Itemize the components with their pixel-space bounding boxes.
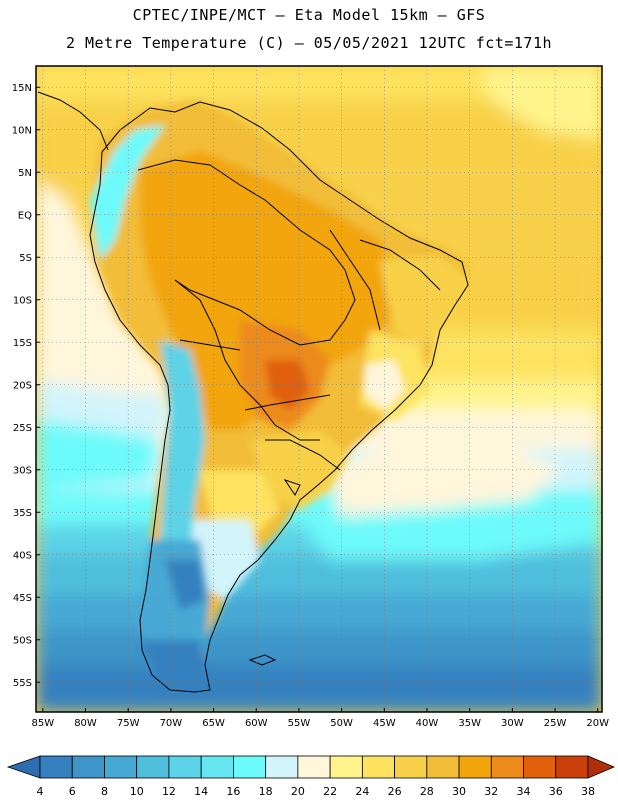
lon-label: 55W bbox=[288, 718, 311, 729]
lon-label: 40W bbox=[416, 718, 439, 729]
lon-label: 35W bbox=[458, 718, 481, 729]
colorbar-swatch bbox=[168, 755, 202, 779]
colorbar-swatch bbox=[297, 755, 331, 779]
colorbar-under-arrow bbox=[6, 755, 41, 779]
lat-label: 55S bbox=[13, 678, 32, 689]
colorbar-label: 32 bbox=[484, 785, 498, 798]
colorbar-swatch bbox=[136, 755, 170, 779]
lon-label: 80W bbox=[74, 718, 97, 729]
lat-label: 10N bbox=[12, 125, 32, 136]
colorbar-swatch bbox=[329, 755, 363, 779]
colorbar-label: 12 bbox=[162, 785, 176, 798]
colorbar-over-arrow bbox=[587, 755, 616, 779]
colorbar-label: 18 bbox=[259, 785, 273, 798]
colorbar-label: 26 bbox=[388, 785, 402, 798]
colorbar-swatch bbox=[233, 755, 267, 779]
lat-label: 45S bbox=[13, 593, 32, 604]
colorbar-swatch bbox=[71, 755, 105, 779]
colorbar-label: 14 bbox=[194, 785, 208, 798]
lon-label: 50W bbox=[330, 718, 353, 729]
lat-label: 20S bbox=[13, 380, 32, 391]
lat-label: 15N bbox=[12, 83, 32, 94]
lon-label: 65W bbox=[202, 718, 225, 729]
lon-label: 30W bbox=[501, 718, 524, 729]
coastline-borders bbox=[37, 91, 469, 693]
lon-label: 75W bbox=[117, 718, 140, 729]
lon-label: 60W bbox=[245, 718, 268, 729]
colorbar-swatch bbox=[361, 755, 395, 779]
colorbar-swatch bbox=[555, 755, 589, 779]
lat-label: 5N bbox=[18, 168, 32, 179]
map-title-line2: 2 Metre Temperature (C) – 05/05/2021 12U… bbox=[65, 34, 553, 52]
map-frame bbox=[35, 65, 603, 713]
lat-label: EQ bbox=[18, 210, 32, 221]
colorbar-label: 34 bbox=[517, 785, 531, 798]
colorbar-label: 38 bbox=[581, 785, 595, 798]
colorbar-label: 22 bbox=[323, 785, 337, 798]
lat-label: 25S bbox=[13, 423, 32, 434]
map-title-line1: CPTEC/INPE/MCT – Eta Model 15km – GFS bbox=[132, 6, 486, 24]
colorbar: 4 6 8 10 12 14 16 18 20 22 24 26 28 30 32 34 36 38 bbox=[6, 755, 616, 798]
colorbar-label: 4 bbox=[37, 785, 44, 798]
colorbar-label: 10 bbox=[130, 785, 144, 798]
colorbar-swatch bbox=[426, 755, 460, 779]
colorbar-label: 30 bbox=[452, 785, 466, 798]
lon-label: 20W bbox=[586, 718, 609, 729]
lat-label: 15S bbox=[13, 338, 32, 349]
colorbar-swatch bbox=[458, 755, 492, 779]
colorbar-swatch bbox=[39, 755, 73, 779]
temperature-field bbox=[36, 66, 602, 712]
colorbar-swatch bbox=[265, 755, 299, 779]
lat-label: 35S bbox=[13, 508, 32, 519]
lat-label: 30S bbox=[13, 465, 32, 476]
lon-label: 85W bbox=[32, 718, 55, 729]
lon-label: 70W bbox=[160, 718, 183, 729]
lat-label: 50S bbox=[13, 635, 32, 646]
colorbar-swatch bbox=[490, 755, 524, 779]
colorbar-label: 6 bbox=[69, 785, 76, 798]
colorbar-label: 36 bbox=[549, 785, 563, 798]
longitude-axis: 85W 80W 75W 70W 65W 60W 55W 50W 45W 40W 35W 30W 25W 2… bbox=[32, 708, 609, 729]
lat-label: 5S bbox=[19, 253, 32, 264]
colorbar-swatch bbox=[523, 755, 557, 779]
colorbar-label: 20 bbox=[291, 785, 305, 798]
lat-label: 40S bbox=[13, 550, 32, 561]
colorbar-label: 8 bbox=[101, 785, 108, 798]
colorbar-swatch bbox=[104, 755, 138, 779]
lon-label: 45W bbox=[373, 718, 396, 729]
latitude-axis: 15N 10N 5N EQ 5S 10S 15S 20S 25S 30S 35S 40S 45S 50S 5… bbox=[12, 83, 40, 689]
colorbar-label: 16 bbox=[226, 785, 240, 798]
lat-label: 10S bbox=[13, 295, 32, 306]
colorbar-label: 28 bbox=[420, 785, 434, 798]
colorbar-swatch bbox=[200, 755, 234, 779]
lon-label: 25W bbox=[544, 718, 567, 729]
colorbar-swatch bbox=[394, 755, 428, 779]
colorbar-label: 24 bbox=[355, 785, 369, 798]
